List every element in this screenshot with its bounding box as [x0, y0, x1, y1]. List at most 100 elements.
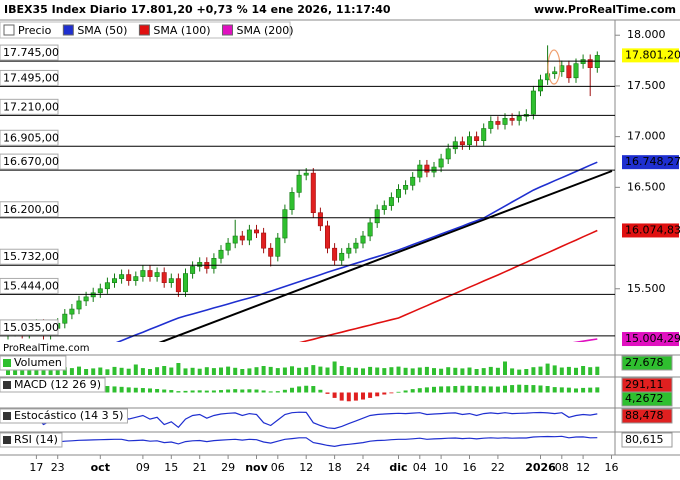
candle-body [374, 209, 380, 224]
indicator-bar [190, 390, 195, 393]
indicator-bar [382, 392, 387, 395]
candle-body [438, 158, 444, 168]
candle-body [218, 249, 224, 259]
indicator-bar [98, 367, 103, 375]
price-tag [622, 48, 679, 63]
indicator-bar [20, 367, 25, 375]
y-tick-label: 17.500 [627, 79, 666, 92]
indicator-bar [510, 368, 515, 375]
indicator-bar [559, 367, 564, 375]
candle-body [367, 222, 373, 237]
indicator-bar [545, 386, 550, 393]
indicator-bar [226, 366, 231, 375]
candle-body [388, 197, 394, 206]
indicator-bar [211, 368, 216, 375]
indicator-bar [197, 368, 202, 375]
indicator-bar [91, 368, 96, 375]
indicator-bar [304, 367, 309, 375]
indicator-bar [176, 391, 181, 393]
candle-body [154, 272, 160, 277]
x-tick-label: 2026 [525, 461, 556, 474]
level-label: 15.732,00 [3, 250, 59, 263]
price-tag-label: 16.074,83 [625, 223, 680, 236]
candle-body [76, 300, 82, 310]
level-label: 17.210,00 [3, 100, 59, 113]
indicator-bar [13, 369, 18, 375]
indicator-bar [460, 385, 465, 393]
indicator-bar [368, 392, 373, 398]
level-label-box [0, 277, 59, 294]
indicator-bar [325, 392, 330, 394]
indicator-bar [410, 389, 415, 393]
x-tick-label: nov [245, 461, 268, 474]
indicator-bar [282, 389, 287, 393]
indicator-bar [318, 389, 323, 393]
indicator-bar [112, 366, 117, 375]
indicator-bar [119, 367, 124, 375]
indicator-bar [105, 369, 110, 375]
indicator-bar [453, 386, 458, 393]
candle-body [303, 172, 309, 176]
indicator-bar [190, 367, 195, 375]
indicator-bar [538, 385, 543, 393]
indicator-bar [183, 390, 188, 393]
indicator-bar [140, 368, 145, 375]
legend-swatch [62, 24, 74, 36]
candle-body [97, 288, 103, 294]
indicator-bar [417, 367, 422, 375]
chart-title: IBEX35 Index Diario 17.801,20 +0,73 % 14… [4, 3, 391, 16]
indicator-bar [197, 390, 202, 393]
indicator-bar [382, 368, 387, 375]
x-tick-label: 06 [271, 461, 285, 474]
candle-body [339, 252, 345, 261]
indicator-bar [595, 366, 600, 375]
candle-body [353, 242, 359, 249]
price-tag-label: 17.801,20 [625, 48, 680, 61]
indicator-bar [176, 363, 181, 375]
candle-body [296, 174, 302, 193]
watermark: ProRealTime.com [3, 343, 89, 354]
indicator-bar [503, 385, 507, 393]
panel-title-box [0, 355, 67, 371]
x-tick-label: 16 [605, 461, 619, 474]
panel-title-box [0, 408, 128, 424]
level-label-box [0, 201, 59, 218]
candle-body [587, 59, 593, 68]
indicator-bar [396, 391, 401, 393]
indicator-bar [169, 390, 174, 393]
candle-body [488, 121, 494, 129]
indicator-bar [233, 367, 238, 375]
indicator-bar [254, 367, 259, 375]
panel-title: RSI (14) [14, 433, 58, 446]
indicator-bar [126, 368, 131, 375]
indicator-bar [403, 390, 408, 393]
candle-body [410, 176, 416, 186]
candle-body [431, 166, 437, 173]
price-tag-label: 15.004,29 [625, 332, 680, 345]
level-label-box [0, 98, 59, 115]
indicator-bar [410, 368, 415, 375]
indicator-bar [77, 366, 81, 375]
indicator-bar [133, 364, 138, 375]
indicator-bar [517, 369, 522, 375]
x-tick-label: 23 [51, 461, 65, 474]
indicator-bar [495, 386, 500, 393]
price-tag [622, 155, 679, 170]
indicator-bar [432, 386, 436, 393]
indicator-bar [84, 369, 89, 375]
legend-swatch [221, 24, 233, 36]
panel-swatch [3, 412, 11, 420]
indicator-bar [162, 366, 167, 375]
y-tick-label: 15.500 [627, 282, 666, 295]
indicator-bar [247, 368, 252, 375]
price-tag [622, 332, 679, 347]
indicator-bar [361, 368, 365, 375]
x-tick-label: 12 [299, 461, 313, 474]
indicator-bar [467, 367, 472, 375]
indicator-bar [353, 392, 358, 401]
indicator-bar [304, 385, 309, 393]
level-label-box [0, 44, 59, 61]
indicator-bar [353, 367, 358, 375]
indicator-bar [474, 369, 479, 375]
indicator-bar [55, 367, 60, 375]
